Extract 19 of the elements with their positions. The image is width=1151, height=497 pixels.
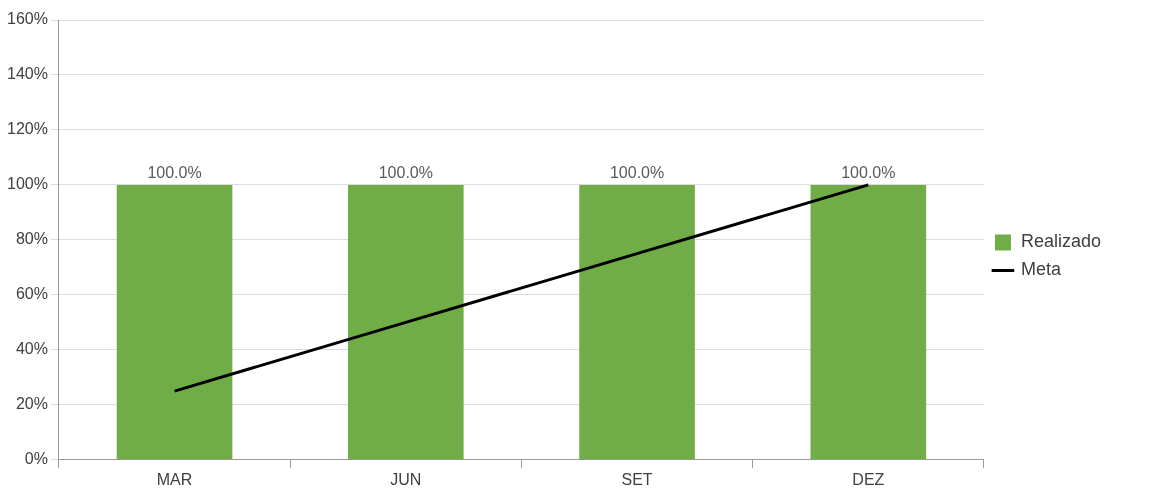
- y-tick-label: 160%: [7, 10, 48, 28]
- data-label: 100.0%: [609, 164, 665, 182]
- x-tick-label: JUN: [390, 470, 422, 488]
- x-tick-label: SET: [621, 470, 653, 488]
- y-tick-label: 20%: [15, 395, 48, 413]
- y-tick-label: 40%: [15, 340, 48, 358]
- y-tick-label: 80%: [15, 230, 48, 248]
- y-tick-label: 0%: [24, 450, 48, 468]
- data-label: 100.0%: [841, 164, 896, 182]
- data-label: 100.0%: [378, 164, 433, 182]
- y-tick-label: 100%: [7, 175, 48, 193]
- legend-label: Meta: [1020, 259, 1062, 280]
- legend-label: Realizado: [1020, 231, 1102, 252]
- data-label: 100.0%: [147, 164, 202, 182]
- y-tick-label: 120%: [7, 120, 48, 138]
- y-tick-label: 60%: [15, 285, 48, 303]
- y-tick-label: 140%: [7, 65, 48, 83]
- x-tick-label: DEZ: [852, 470, 885, 488]
- x-tick-label: MAR: [156, 470, 193, 488]
